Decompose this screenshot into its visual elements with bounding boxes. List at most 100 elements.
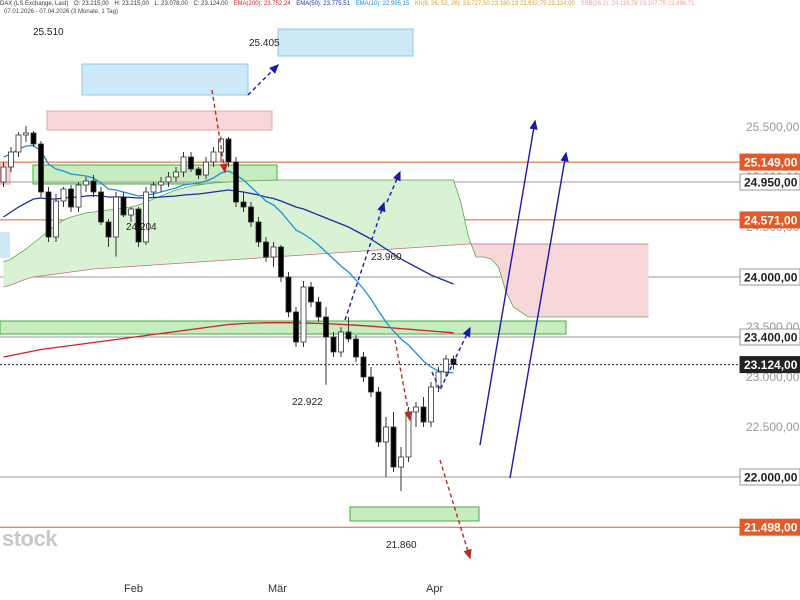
candle-bull xyxy=(383,426,389,443)
price-tag-box xyxy=(739,328,800,346)
price-tag-label: 25.149,00 xyxy=(744,156,798,170)
candle-bear xyxy=(195,168,202,176)
x-tick-feb: Feb xyxy=(124,583,143,595)
candle-bear xyxy=(278,246,284,278)
candle-bull xyxy=(300,286,307,343)
projection-arrow-up-1 xyxy=(479,119,538,446)
cloud-segment xyxy=(71,215,79,272)
price-tag-box xyxy=(739,356,800,374)
candle-bear xyxy=(308,286,314,303)
candle-bear xyxy=(38,143,44,193)
candle-bear xyxy=(90,180,97,193)
candle-bull xyxy=(413,406,419,413)
cloud-segment xyxy=(281,180,289,257)
price-tag-box xyxy=(739,468,800,486)
header-low: L: 23.078,00 xyxy=(154,1,188,7)
candle-bull xyxy=(158,181,164,186)
cloud-segment xyxy=(401,180,409,249)
price-tag-box xyxy=(739,173,800,191)
price-tag-label: 24.000,00 xyxy=(744,271,798,285)
candle-bull xyxy=(428,386,434,423)
candle-bear xyxy=(293,311,299,343)
candle-bull xyxy=(75,184,82,208)
candle-bull xyxy=(270,246,277,258)
candle-bull xyxy=(173,171,179,178)
cloud-segment xyxy=(446,180,454,246)
zone-support-green-low xyxy=(349,506,480,522)
cloud-segment xyxy=(453,180,461,245)
cloud-segment xyxy=(243,180,251,259)
price-tag-box xyxy=(739,518,800,536)
header-open: O: 23.215,00 xyxy=(74,1,109,7)
price-tag-label: 24.571,00 xyxy=(744,213,798,227)
stock3-watermark: stock xyxy=(2,526,57,551)
cloud-segment xyxy=(11,254,19,285)
price-tag-box xyxy=(739,211,800,229)
y-tick-label: 22.500,00 xyxy=(746,420,800,434)
cloud-segment xyxy=(153,196,161,265)
candle-bear xyxy=(360,356,367,378)
candle-bear xyxy=(188,156,194,170)
zone-blue-left xyxy=(81,63,249,96)
cloud-segment xyxy=(206,183,214,262)
candle-bull xyxy=(83,180,89,186)
candle-bear xyxy=(135,208,142,243)
chart-header: DAX (LS Exchange, Last) O: 23.215,00 H: … xyxy=(0,0,698,8)
y-tick-label: 23.000,00 xyxy=(746,370,800,384)
cloud-segment xyxy=(393,180,401,249)
candle-bull xyxy=(203,161,209,176)
cloud-segment xyxy=(221,182,229,261)
price-tag-label: 23.400,00 xyxy=(744,331,798,345)
candle-bull xyxy=(8,151,14,168)
cloud-segment xyxy=(161,193,169,265)
projection-arrow-up-2 xyxy=(509,151,569,479)
candle-bear xyxy=(330,336,337,353)
annotation-high-25405: 25.405 xyxy=(249,38,280,49)
cloud-segment xyxy=(626,244,634,317)
cloud-segment xyxy=(566,244,574,317)
candle-bear xyxy=(315,301,322,318)
cloud-segment xyxy=(491,244,499,267)
candle-bull xyxy=(180,156,187,173)
cloud-segment xyxy=(618,244,626,317)
candle-bear xyxy=(233,161,239,203)
cloud-segment xyxy=(596,244,604,317)
cloud-segment xyxy=(93,211,101,269)
candle-bear xyxy=(30,132,37,145)
candle-bull xyxy=(398,456,404,468)
cloud-segment xyxy=(63,217,71,273)
cloud-segment xyxy=(498,244,506,292)
header-ema10: EMA(10): 22.995,15 xyxy=(355,1,410,7)
candle-bear xyxy=(68,188,74,208)
candle-bear xyxy=(353,338,359,358)
candle-bear xyxy=(45,191,52,238)
cloud-segment xyxy=(551,244,559,317)
cloud-segment xyxy=(536,244,544,317)
cloud-segment xyxy=(26,243,34,279)
projection-arrow-short xyxy=(431,326,471,392)
annotation-high-25510: 25.510 xyxy=(33,27,64,38)
cloud-segment xyxy=(48,225,56,275)
ema10-line xyxy=(3,144,454,374)
candle-bull xyxy=(435,371,442,388)
cloud-segment xyxy=(33,237,41,277)
candle-bull xyxy=(150,184,157,193)
price-tag-box xyxy=(739,268,800,286)
cloud-segment xyxy=(168,190,176,264)
cloud-segment xyxy=(461,203,469,245)
cloud-span-a xyxy=(3,179,649,318)
candle-bull xyxy=(210,151,217,163)
candle-bear xyxy=(105,221,112,238)
projection-arrow-top xyxy=(247,64,279,96)
candle-bear xyxy=(345,331,352,340)
candle-bear xyxy=(420,406,427,423)
header-close: C: 23.124,00 xyxy=(193,1,228,7)
candle-bear xyxy=(255,221,262,243)
projection-arrow-down-mid xyxy=(394,339,413,422)
cloud-segment xyxy=(573,244,581,317)
cloud-segment xyxy=(581,244,589,317)
header-ema200: EMA(200): 23.752,24 xyxy=(233,1,291,7)
cloud-segment xyxy=(423,180,431,247)
cloud-segment xyxy=(603,244,611,317)
